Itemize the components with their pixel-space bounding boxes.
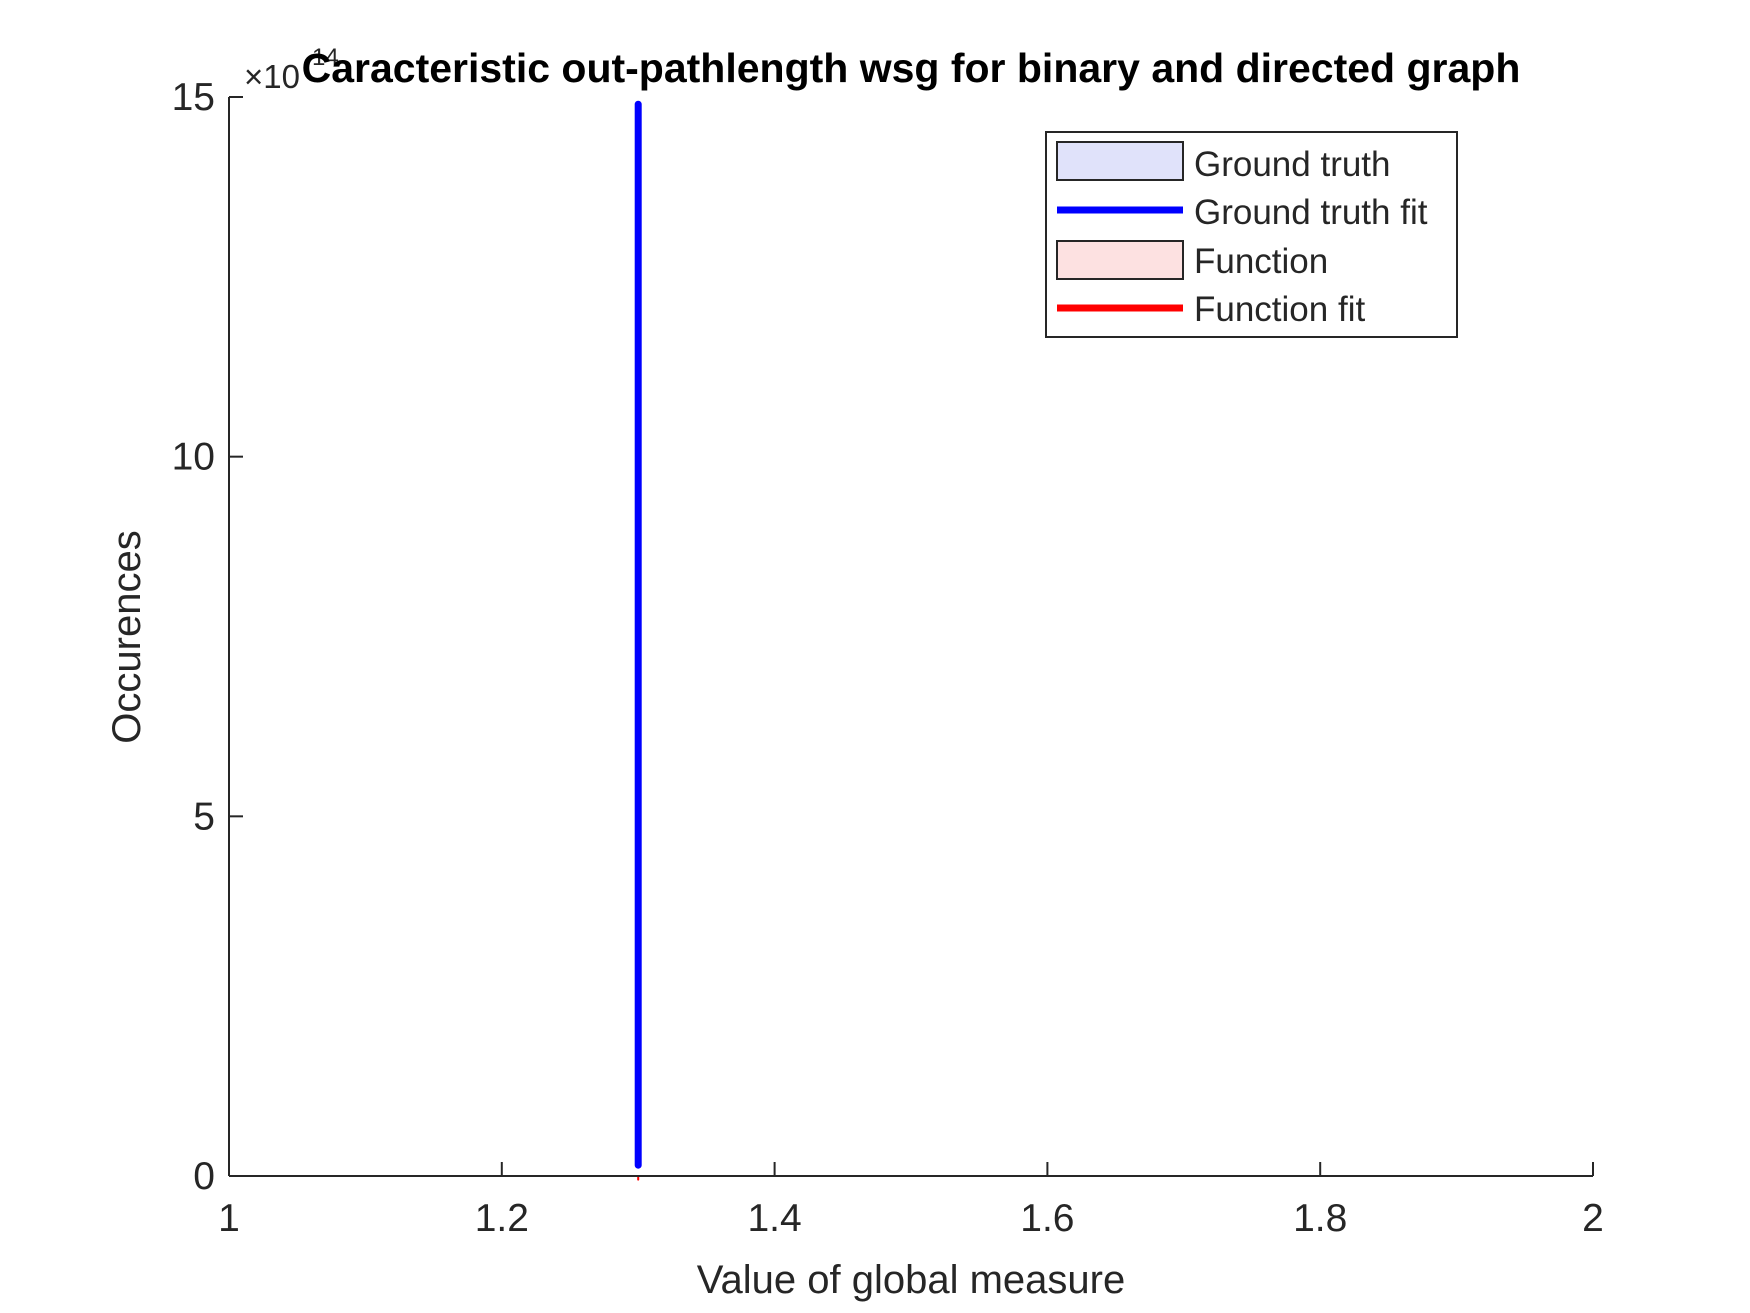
x-tick-label: 1.8	[1293, 1197, 1347, 1240]
legend-label-ground-truth-fit: Ground truth fit	[1194, 193, 1428, 232]
y-exponent-power: 14	[312, 44, 339, 71]
legend: Ground truth Ground truth fit Function F…	[1045, 131, 1458, 338]
legend-label-ground-truth: Ground truth	[1194, 145, 1391, 184]
x-tick-label: 2	[1582, 1197, 1604, 1240]
legend-swatch-function	[1056, 240, 1184, 280]
y-tick-label: 15	[172, 76, 215, 119]
chart-title: Caracteristic out-pathlength wsg for bin…	[302, 45, 1521, 91]
y-exponent-base: ×10	[244, 58, 300, 95]
legend-swatch-ground-truth	[1056, 141, 1184, 181]
y-tick-label: 0	[193, 1155, 215, 1198]
y-axis-label: Occurences	[105, 530, 149, 743]
x-tick-label: 1	[218, 1197, 240, 1240]
legend-label-function-fit: Function fit	[1194, 290, 1365, 329]
x-axis-label: Value of global measure	[697, 1258, 1125, 1302]
x-ticks: 1 1.2 1.4 1.6 1.8 2	[218, 1162, 1604, 1240]
x-tick-label: 1.4	[747, 1197, 801, 1240]
x-tick-label: 1.6	[1020, 1197, 1074, 1240]
y-tick-label: 10	[172, 436, 215, 479]
x-tick-label: 1.2	[475, 1197, 529, 1240]
y-ticks: 0 5 10 15	[172, 76, 243, 1198]
y-tick-label: 5	[193, 795, 215, 838]
legend-label-function: Function	[1194, 242, 1328, 281]
